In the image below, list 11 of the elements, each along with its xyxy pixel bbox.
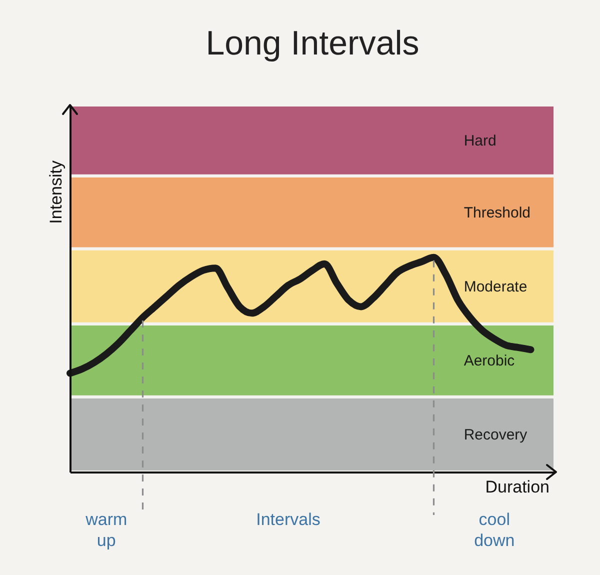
text: cool down [474, 510, 515, 550]
band-label: Recovery [464, 426, 528, 444]
y-axis-title: Intensity [46, 160, 66, 224]
band-label: Threshold [464, 204, 531, 222]
band-label: Hard [464, 132, 496, 150]
band-label: Aerobic [464, 352, 516, 370]
text: warm up [84, 510, 128, 550]
text: Intervals [256, 510, 320, 529]
x-axis-title: Duration [485, 478, 550, 496]
chart-title: Long Intervals [206, 24, 420, 62]
band-label: Moderate [464, 278, 528, 296]
